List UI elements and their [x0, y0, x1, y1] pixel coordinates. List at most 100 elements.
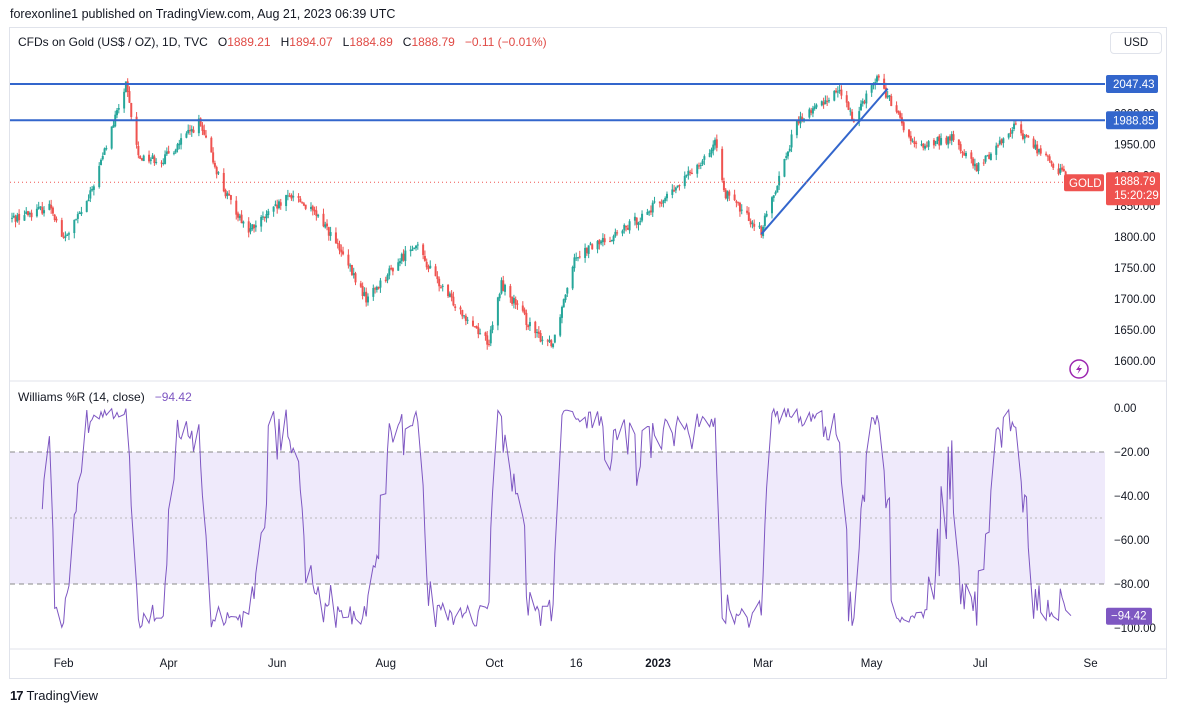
candle-body [749, 221, 752, 225]
candle-body [153, 156, 156, 164]
candle-body [279, 202, 282, 206]
candle-body [53, 214, 56, 221]
footer-brand[interactable]: TradingView [26, 688, 99, 703]
candle-body [87, 199, 90, 202]
candle-body [763, 215, 766, 226]
wr-axis[interactable]: 0.00 −20.00 −40.00 −60.00 −80.00 −100.00 [1114, 403, 1156, 635]
candle-body [229, 195, 232, 200]
candle-body [103, 148, 106, 155]
candle-body [73, 219, 76, 234]
candle-body [859, 103, 862, 111]
candle-body [89, 190, 92, 199]
candle-body [327, 227, 330, 236]
candle-body [235, 200, 238, 215]
candle-body [76, 214, 79, 219]
candle-body [601, 237, 604, 243]
price-tick-label: 1750.00 [1114, 263, 1156, 275]
candle-body [452, 296, 455, 306]
candle-body [687, 170, 690, 176]
candle-body [253, 224, 256, 229]
candle-body [564, 294, 567, 301]
candle-body [142, 155, 145, 162]
candle-body [148, 154, 151, 162]
candle-body [690, 172, 693, 175]
candle-body [715, 139, 718, 148]
candle-body [188, 130, 191, 132]
lightning-icon[interactable] [1069, 359, 1089, 379]
candle-body [326, 223, 329, 227]
price-axis[interactable]: 1600.001650.001700.001750.001800.001850.… [1114, 108, 1156, 368]
last-price-tag [1106, 172, 1160, 206]
low-value: 1884.89 [349, 35, 393, 49]
candle-body [429, 265, 432, 269]
williams-r-series [41, 407, 1072, 629]
level-tag-label: 1988.85 [1113, 115, 1155, 127]
currency-button[interactable]: USD [1110, 32, 1162, 54]
candle-body [660, 202, 663, 204]
candle-body [301, 202, 304, 204]
candle-body [1062, 168, 1065, 172]
candle-body [514, 299, 517, 305]
candle-body [760, 226, 763, 236]
candle-body [285, 195, 288, 207]
candle-body [498, 294, 501, 299]
candle-body [738, 202, 741, 212]
candle-body [770, 197, 773, 214]
candle-body [471, 320, 474, 326]
candle-body [126, 81, 129, 92]
candle-body [639, 221, 642, 223]
indicator-title[interactable]: Williams %R (14, close) [18, 390, 145, 404]
wr-tick-label: −80.00 [1114, 579, 1150, 591]
candle-body [277, 201, 280, 209]
candle-body [336, 242, 339, 244]
candle-body [664, 198, 667, 202]
candle-body [25, 211, 28, 214]
price-tick-label: 1700.00 [1114, 294, 1156, 306]
candle-body [539, 333, 542, 342]
wr-band [10, 452, 1105, 584]
candle-body [895, 105, 898, 112]
candle-body [486, 335, 489, 345]
candle-body [372, 287, 375, 297]
candle-body [865, 93, 868, 104]
price-tick-label: 1600.00 [1114, 356, 1156, 368]
candle-body [292, 195, 295, 198]
price-tick-label: 1650.00 [1114, 325, 1156, 337]
candle-body [39, 206, 42, 208]
candle-body [1021, 133, 1024, 139]
candle-body [747, 212, 750, 221]
candle-body [263, 216, 266, 219]
candle-body [995, 145, 998, 155]
candle-body [324, 224, 327, 228]
close-label: C [402, 35, 412, 49]
candle-body [858, 111, 861, 122]
wr-tick-label: −60.00 [1114, 535, 1150, 547]
indicator-legend: Williams %R (14, close) −94.42 [18, 390, 192, 404]
time-tick-label: Se [1084, 658, 1098, 670]
candle-body [123, 91, 126, 109]
candle-body [267, 211, 270, 216]
time-axis[interactable]: Feb Apr Jun Aug Oct 16 2023 Mar May Jul Se [54, 658, 1098, 670]
candle-body [836, 91, 839, 93]
candle-body [948, 136, 951, 141]
candle-body [509, 286, 512, 298]
candle-body [938, 135, 941, 146]
candle-body [751, 222, 754, 224]
drawings-layer[interactable] [10, 83, 1105, 235]
candle-body [464, 315, 467, 321]
candle-body [610, 240, 613, 242]
candle-body [1039, 148, 1042, 154]
candle-body [272, 206, 275, 212]
candle-body [961, 151, 964, 153]
tradingview-logo-icon[interactable]: 17 [10, 688, 24, 703]
candle-body [180, 138, 183, 145]
candle-body [621, 230, 624, 234]
price-tick-label: 1950.00 [1114, 139, 1156, 151]
candle-body [575, 257, 578, 259]
candle-body [317, 214, 320, 217]
candle-body [988, 154, 991, 159]
candle-body [787, 151, 790, 157]
candle-body [124, 81, 127, 93]
symbol-description[interactable]: CFDs on Gold (US$ / OZ), 1D, TVC [18, 35, 208, 49]
